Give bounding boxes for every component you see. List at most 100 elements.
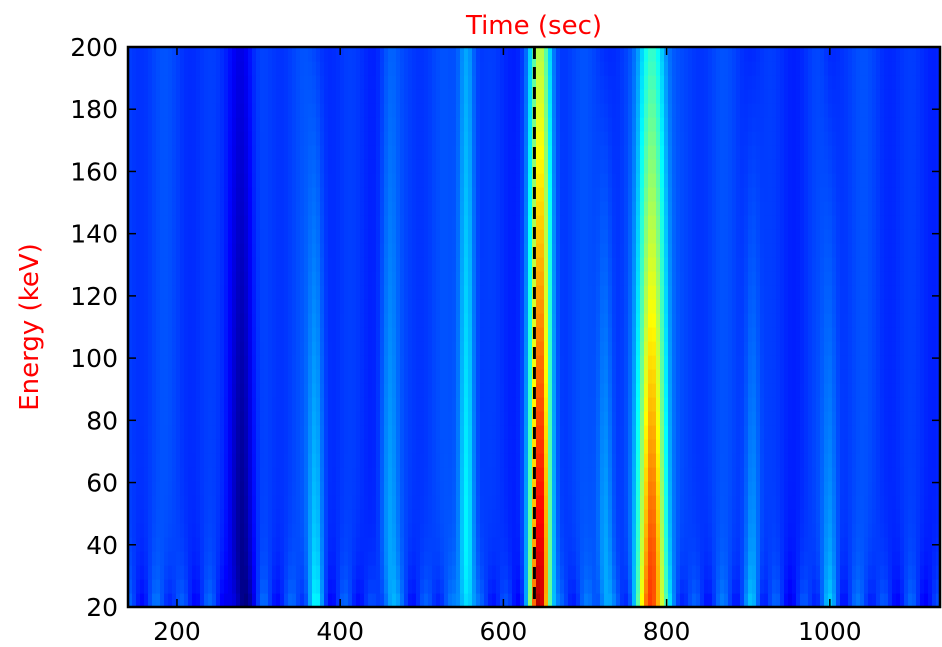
heatmap-cell: [580, 75, 585, 90]
heatmap-cell: [184, 243, 189, 258]
heatmap-cell: [460, 187, 465, 202]
heatmap-cell: [148, 201, 153, 216]
heatmap-cell: [432, 131, 437, 146]
heatmap-cell: [184, 271, 189, 286]
heatmap-cell: [396, 229, 401, 244]
heatmap-cell: [568, 467, 573, 482]
heatmap-cell: [440, 327, 445, 342]
heatmap-cell: [556, 495, 561, 510]
heatmap-cell: [424, 229, 429, 244]
heatmap-cell: [428, 369, 433, 384]
heatmap-cell: [408, 243, 413, 258]
heatmap-cell: [576, 75, 581, 90]
heatmap-cell: [488, 103, 493, 118]
heatmap-cell: [624, 453, 629, 468]
heatmap-cell: [408, 229, 413, 244]
heatmap-cell: [612, 397, 617, 412]
heatmap-cell: [160, 425, 165, 440]
heatmap-cell: [160, 229, 165, 244]
heatmap-cell: [136, 425, 141, 440]
heatmap-cell: [264, 285, 269, 300]
heatmap-cell: [448, 523, 453, 538]
heatmap-cell: [204, 89, 209, 104]
heatmap-cell: [548, 467, 553, 482]
heatmap-cell: [460, 61, 465, 76]
heatmap-cell: [260, 411, 265, 426]
heatmap-cell: [328, 509, 333, 524]
heatmap-cell: [192, 327, 197, 342]
heatmap-cell: [496, 61, 501, 76]
heatmap-cell: [256, 411, 261, 426]
heatmap-cell: [188, 579, 193, 594]
heatmap-cell: [168, 537, 173, 552]
heatmap-cell: [480, 103, 485, 118]
heatmap-cell: [624, 439, 629, 454]
heatmap-cell: [188, 215, 193, 230]
heatmap-cell: [520, 397, 525, 412]
heatmap-cell: [216, 47, 221, 62]
heatmap-cell: [504, 467, 509, 482]
heatmap-cell: [448, 355, 453, 370]
heatmap-cell: [132, 397, 137, 412]
heatmap-cell: [552, 509, 557, 524]
heatmap-cell: [340, 467, 345, 482]
heatmap-cell: [348, 215, 353, 230]
heatmap-cell: [388, 187, 393, 202]
heatmap-cell: [440, 523, 445, 538]
heatmap-cell: [156, 243, 161, 258]
heatmap-cell: [284, 131, 289, 146]
heatmap-cell: [580, 327, 585, 342]
heatmap-cell: [276, 523, 281, 538]
heatmap-cell: [168, 47, 173, 62]
heatmap-cell: [220, 173, 225, 188]
heatmap-cell: [572, 229, 577, 244]
heatmap-cell: [248, 369, 253, 384]
heatmap-cell: [372, 593, 377, 607]
heatmap-cell: [344, 579, 349, 594]
heatmap-cell: [480, 159, 485, 174]
heatmap-cell: [460, 341, 465, 356]
heatmap-cell: [156, 411, 161, 426]
heatmap-cell: [396, 327, 401, 342]
heatmap-cell: [296, 117, 301, 132]
heatmap-cell: [420, 383, 425, 398]
heatmap-cell: [516, 75, 521, 90]
heatmap-cell: [168, 271, 173, 286]
heatmap-cell: [608, 271, 613, 286]
heatmap-cell: [540, 75, 545, 90]
heatmap-cell: [428, 383, 433, 398]
heatmap-cell: [212, 439, 217, 454]
heatmap-cell: [484, 411, 489, 426]
heatmap-cell: [476, 215, 481, 230]
heatmap-cell: [436, 201, 441, 216]
heatmap-cell: [472, 47, 477, 62]
heatmap-cell: [252, 467, 257, 482]
heatmap-cell: [220, 257, 225, 272]
heatmap-cell: [324, 173, 329, 188]
heatmap-cell: [272, 355, 277, 370]
heatmap-cell: [356, 481, 361, 496]
heatmap-cell: [244, 453, 249, 468]
heatmap-cell: [292, 369, 297, 384]
heatmap-cell: [620, 509, 625, 524]
heatmap-cell: [580, 145, 585, 160]
heatmap-cell: [288, 383, 293, 398]
heatmap-cell: [344, 173, 349, 188]
heatmap-cell: [200, 565, 205, 580]
heatmap-cell: [492, 565, 497, 580]
heatmap-cell: [596, 467, 601, 482]
heatmap-cell: [372, 61, 377, 76]
heatmap-cell: [596, 369, 601, 384]
heatmap-cell: [444, 565, 449, 580]
heatmap-cell: [192, 425, 197, 440]
heatmap-cell: [316, 271, 321, 286]
heatmap-cell: [284, 397, 289, 412]
heatmap-cell: [512, 425, 517, 440]
heatmap-cell: [140, 537, 145, 552]
heatmap-cell: [500, 243, 505, 258]
heatmap-cell: [264, 47, 269, 62]
heatmap-cell: [556, 537, 561, 552]
heatmap-cell: [184, 355, 189, 370]
heatmap-cell: [264, 313, 269, 328]
heatmap-cell: [596, 579, 601, 594]
